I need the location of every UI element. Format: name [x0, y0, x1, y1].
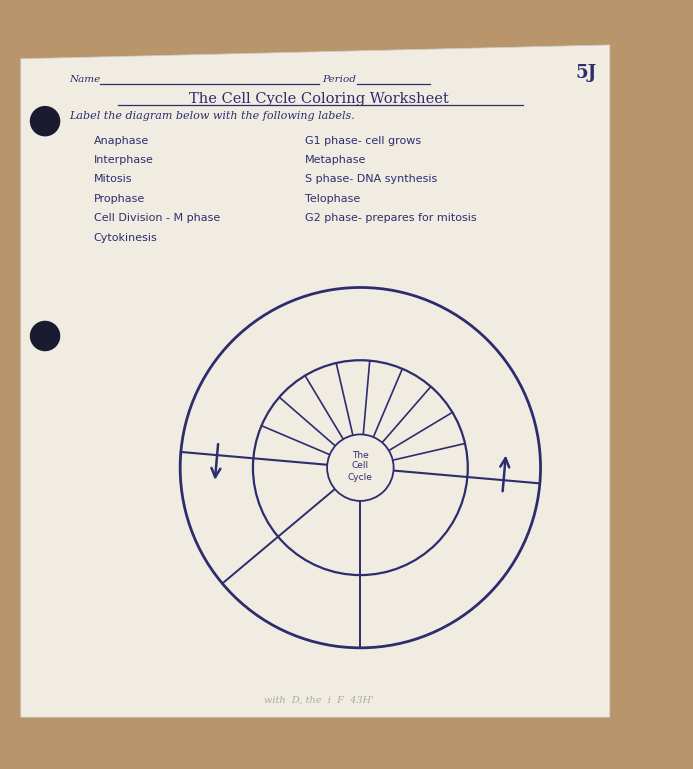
Text: 5J: 5J: [575, 64, 596, 82]
Text: Telophase: Telophase: [305, 194, 360, 204]
Text: S phase- DNA synthesis: S phase- DNA synthesis: [305, 175, 437, 185]
Text: Cycle: Cycle: [348, 473, 373, 482]
Circle shape: [327, 434, 394, 501]
Text: The Cell Cycle Coloring Worksheet: The Cell Cycle Coloring Worksheet: [189, 92, 448, 106]
Text: Metaphase: Metaphase: [305, 155, 367, 165]
Text: Cytokinesis: Cytokinesis: [94, 232, 157, 242]
Text: Period: Period: [322, 75, 356, 84]
Text: with  D, the  i  F  43H': with D, the i F 43H': [264, 695, 374, 704]
Text: G2 phase- prepares for mitosis: G2 phase- prepares for mitosis: [305, 213, 477, 223]
Text: The: The: [352, 451, 369, 460]
Text: Prophase: Prophase: [94, 194, 145, 204]
Circle shape: [30, 106, 60, 136]
Text: Cell Division - M phase: Cell Division - M phase: [94, 213, 220, 223]
Text: Label the diagram below with the following labels.: Label the diagram below with the followi…: [69, 112, 355, 122]
Circle shape: [30, 321, 60, 351]
Text: Mitosis: Mitosis: [94, 175, 132, 185]
Text: Cell: Cell: [352, 461, 369, 470]
Text: Name: Name: [69, 75, 100, 84]
Text: G1 phase- cell grows: G1 phase- cell grows: [305, 135, 421, 145]
Text: Interphase: Interphase: [94, 155, 153, 165]
Text: Anaphase: Anaphase: [94, 135, 149, 145]
Polygon shape: [21, 45, 610, 717]
